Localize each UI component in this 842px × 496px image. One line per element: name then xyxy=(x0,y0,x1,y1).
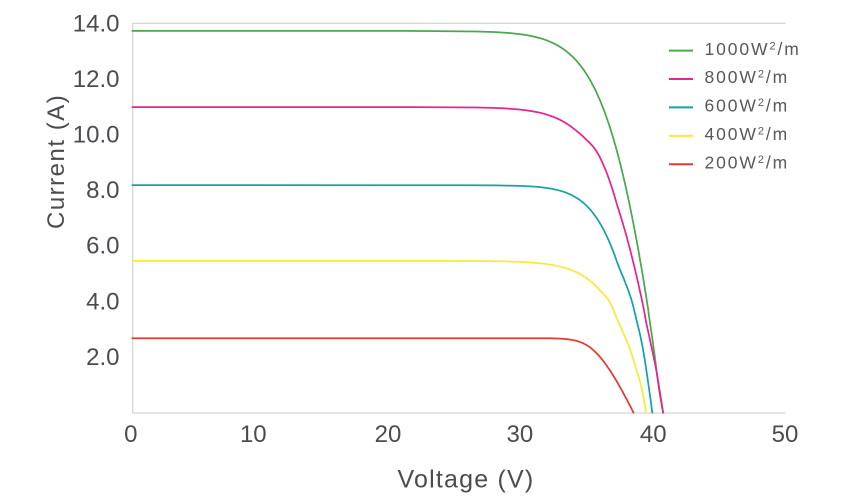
svg-text:2.0: 2.0 xyxy=(86,344,119,371)
svg-text:10: 10 xyxy=(240,421,267,448)
svg-text:8.0: 8.0 xyxy=(86,177,119,204)
svg-text:200W2/m: 200W2/m xyxy=(705,153,790,173)
svg-text:50: 50 xyxy=(772,421,799,448)
svg-text:1000W2/m: 1000W2/m xyxy=(705,39,801,59)
svg-text:800W2/m: 800W2/m xyxy=(705,67,790,87)
svg-text:20: 20 xyxy=(375,421,402,448)
svg-text:4.0: 4.0 xyxy=(86,288,119,315)
svg-text:10.0: 10.0 xyxy=(73,122,120,149)
svg-text:12.0: 12.0 xyxy=(73,66,120,93)
svg-text:Current (A): Current (A) xyxy=(43,94,70,229)
svg-text:600W2/m: 600W2/m xyxy=(705,96,790,116)
svg-text:14.0: 14.0 xyxy=(73,10,120,37)
svg-text:30: 30 xyxy=(507,421,534,448)
svg-text:400W2/m: 400W2/m xyxy=(705,124,790,144)
svg-text:Voltage (V): Voltage (V) xyxy=(398,466,535,494)
svg-text:6.0: 6.0 xyxy=(86,233,119,260)
svg-text:40: 40 xyxy=(640,421,667,448)
svg-text:0: 0 xyxy=(124,421,137,448)
